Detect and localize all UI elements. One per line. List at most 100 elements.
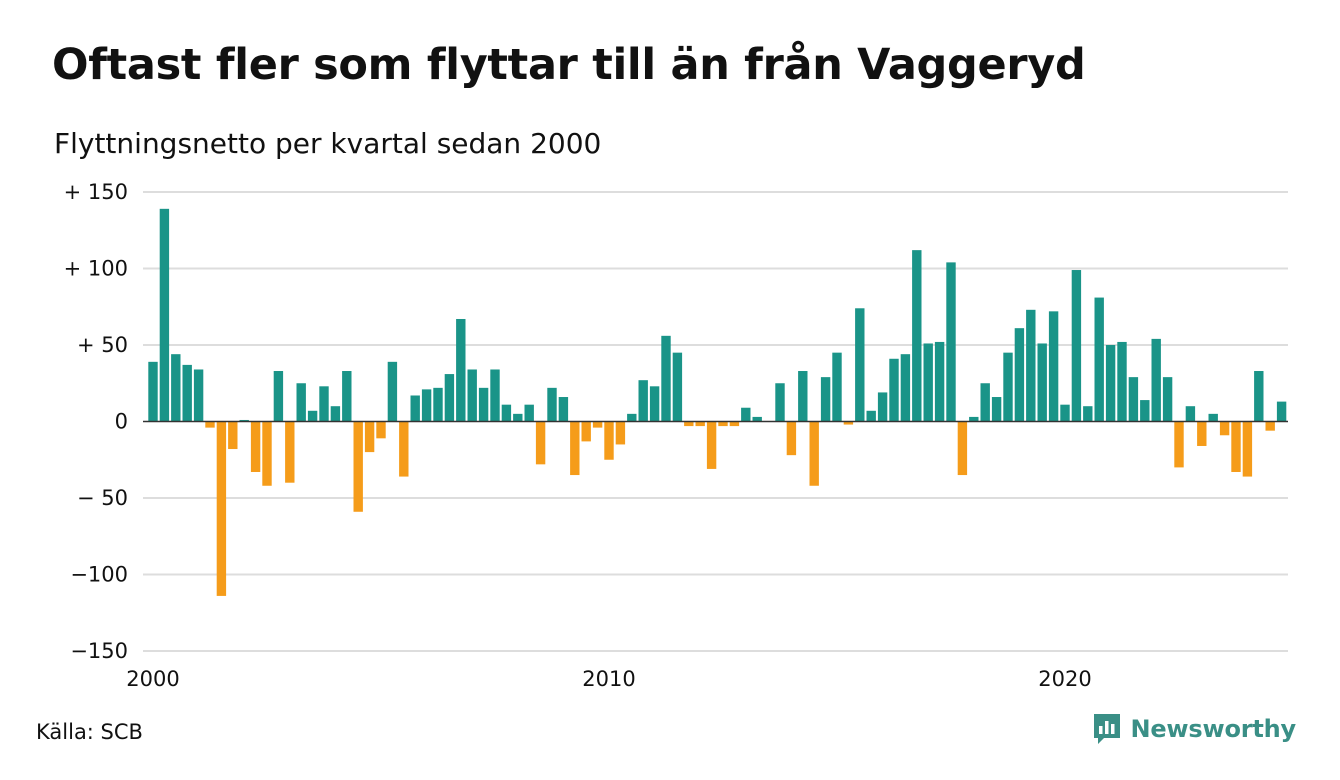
- bar: [752, 416, 762, 422]
- bar: [798, 371, 808, 422]
- bar: [1185, 406, 1196, 422]
- bar: [182, 364, 192, 422]
- y-axis-labels: + 150 + 100 + 50 0 − 50 −100 −150: [64, 180, 128, 663]
- bar: [444, 374, 455, 422]
- bar: [1071, 270, 1082, 422]
- bar: [889, 358, 899, 422]
- bar: [843, 421, 854, 425]
- bar: [1083, 406, 1093, 422]
- bar: [627, 413, 637, 422]
- bar: [353, 421, 363, 512]
- bar: [649, 386, 660, 422]
- bar: [307, 410, 318, 422]
- x-tick-label: 2000: [126, 667, 179, 691]
- bar: [900, 354, 911, 422]
- bar: [1003, 352, 1013, 422]
- bar: [912, 250, 922, 422]
- bar: [706, 421, 717, 469]
- bar: [330, 406, 341, 422]
- bar: [364, 421, 375, 453]
- x-axis-labels: 2000 2010 2020: [126, 667, 1091, 691]
- bar: [1242, 421, 1253, 477]
- bar: [478, 387, 489, 422]
- bar: [672, 352, 683, 422]
- y-tick-label: + 150: [64, 180, 128, 204]
- bar: [866, 410, 876, 422]
- bar: [1105, 345, 1116, 422]
- bar: [148, 361, 158, 422]
- brand-name: Newsworthy: [1130, 715, 1296, 743]
- bar: [399, 421, 409, 477]
- bar-chart: + 150 + 100 + 50 0 − 50 −100 −150 2000 2010 2020: [64, 180, 1288, 691]
- bars: [143, 208, 1288, 596]
- y-tick-label: −150: [70, 639, 128, 663]
- bar: [855, 308, 865, 422]
- bar: [467, 369, 477, 422]
- chart-subtitle: Flyttningsnetto per kvartal sedan 2000: [54, 127, 602, 160]
- y-tick-label: + 50: [77, 333, 128, 357]
- bar: [969, 416, 979, 422]
- bar: [1026, 309, 1036, 422]
- bar: [615, 421, 626, 445]
- bar: [991, 397, 1002, 422]
- bar: [1265, 421, 1275, 431]
- bar: [809, 421, 819, 486]
- bar: [695, 421, 705, 427]
- bar: [592, 421, 603, 428]
- bar: [1174, 421, 1184, 468]
- bar: [501, 404, 512, 422]
- bar: [1231, 421, 1241, 472]
- bar: [946, 262, 956, 422]
- y-tick-label: 0: [115, 410, 128, 434]
- chart-title: Oftast fler som flyttar till än från Vag…: [52, 40, 1086, 90]
- bar: [296, 383, 306, 422]
- bar: [535, 421, 546, 465]
- bar: [376, 421, 386, 439]
- bar: [285, 421, 295, 483]
- bar: [513, 413, 523, 422]
- newsworthy-logo-icon: [1094, 714, 1121, 744]
- bar: [604, 421, 614, 460]
- bar: [319, 386, 329, 422]
- bar: [342, 371, 352, 422]
- bar: [1276, 401, 1287, 422]
- bar: [410, 395, 420, 422]
- bar: [957, 421, 968, 476]
- bar: [684, 421, 694, 427]
- bar: [570, 421, 580, 476]
- bar: [1140, 400, 1150, 422]
- bar: [820, 377, 831, 422]
- bar: [1037, 343, 1047, 422]
- source-label: Källa: SCB: [36, 720, 143, 744]
- bar: [159, 208, 170, 422]
- brand-logo: Newsworthy: [1092, 712, 1296, 746]
- x-tick-label: 2010: [582, 667, 635, 691]
- bar: [729, 421, 740, 427]
- bar: [490, 369, 500, 422]
- bar: [171, 354, 181, 422]
- bar: [524, 404, 534, 422]
- bar: [421, 389, 432, 422]
- bar: [387, 361, 398, 422]
- bar: [205, 421, 215, 428]
- bar: [1117, 341, 1127, 422]
- bar: [262, 421, 272, 486]
- bar: [1094, 297, 1104, 422]
- bar: [1151, 338, 1161, 422]
- bar: [558, 397, 569, 422]
- bar: [1197, 421, 1207, 446]
- bar: [718, 421, 728, 427]
- bar: [433, 387, 443, 422]
- bar: [547, 387, 557, 422]
- bar: [661, 335, 671, 422]
- bar: [1254, 371, 1264, 422]
- bar: [934, 341, 945, 422]
- bar: [193, 369, 204, 422]
- bar: [923, 343, 933, 422]
- bar: [775, 383, 785, 422]
- bar: [1208, 413, 1218, 422]
- bar: [1219, 421, 1230, 436]
- bar: [1014, 328, 1025, 422]
- bar: [786, 421, 797, 456]
- x-tick-label: 2020: [1038, 667, 1091, 691]
